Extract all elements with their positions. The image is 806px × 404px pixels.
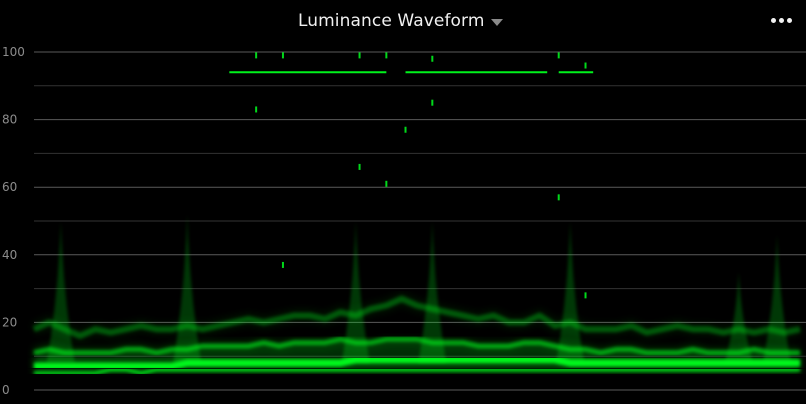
waveform-speck: [281, 261, 284, 268]
y-tick-label: 100: [2, 45, 25, 59]
y-tick-label: 20: [2, 315, 17, 329]
scope-title: Luminance Waveform: [298, 11, 485, 31]
waveform-speck: [404, 126, 407, 133]
y-tick-label: 80: [2, 113, 17, 127]
waveform-speck: [358, 52, 361, 59]
y-tick-label: 0: [2, 383, 10, 397]
waveform-speck: [431, 99, 434, 106]
waveform-speck: [281, 52, 284, 59]
waveform-chart: 0 20 40 60 80 100: [2, 45, 806, 397]
more-horizontal-icon-dot: [778, 17, 784, 23]
waveform-speck: [358, 163, 361, 170]
more-horizontal-icon-dot: [770, 17, 776, 23]
waveform-peak: [418, 221, 447, 363]
waveform-peak: [724, 271, 753, 363]
y-tick-label: 40: [2, 248, 17, 262]
scope-type-dropdown[interactable]: Luminance Waveform: [298, 8, 503, 34]
waveform-speck: [584, 62, 587, 69]
waveform-speck: [584, 292, 587, 299]
waveform-density: [34, 339, 800, 370]
more-options-button[interactable]: [764, 10, 798, 30]
caret-down-icon: [490, 18, 503, 26]
waveform-speck: [255, 52, 258, 59]
waveform-series: [32, 295, 801, 339]
waveform-speck: [385, 180, 388, 187]
waveform-peak: [763, 234, 792, 363]
y-tick-label: 60: [2, 180, 17, 194]
waveform-speck: [255, 106, 258, 113]
waveform-plot: 0 20 40 60 80 100: [0, 40, 806, 404]
waveform-speck: [557, 194, 560, 201]
waveform-peak: [46, 221, 75, 363]
waveform-speck: [557, 52, 560, 59]
scope-header: Luminance Waveform: [0, 0, 806, 40]
more-horizontal-icon-dot: [786, 17, 792, 23]
waveform-peak: [341, 221, 370, 363]
waveform-speck: [431, 55, 434, 62]
waveform-speck: [385, 52, 388, 59]
